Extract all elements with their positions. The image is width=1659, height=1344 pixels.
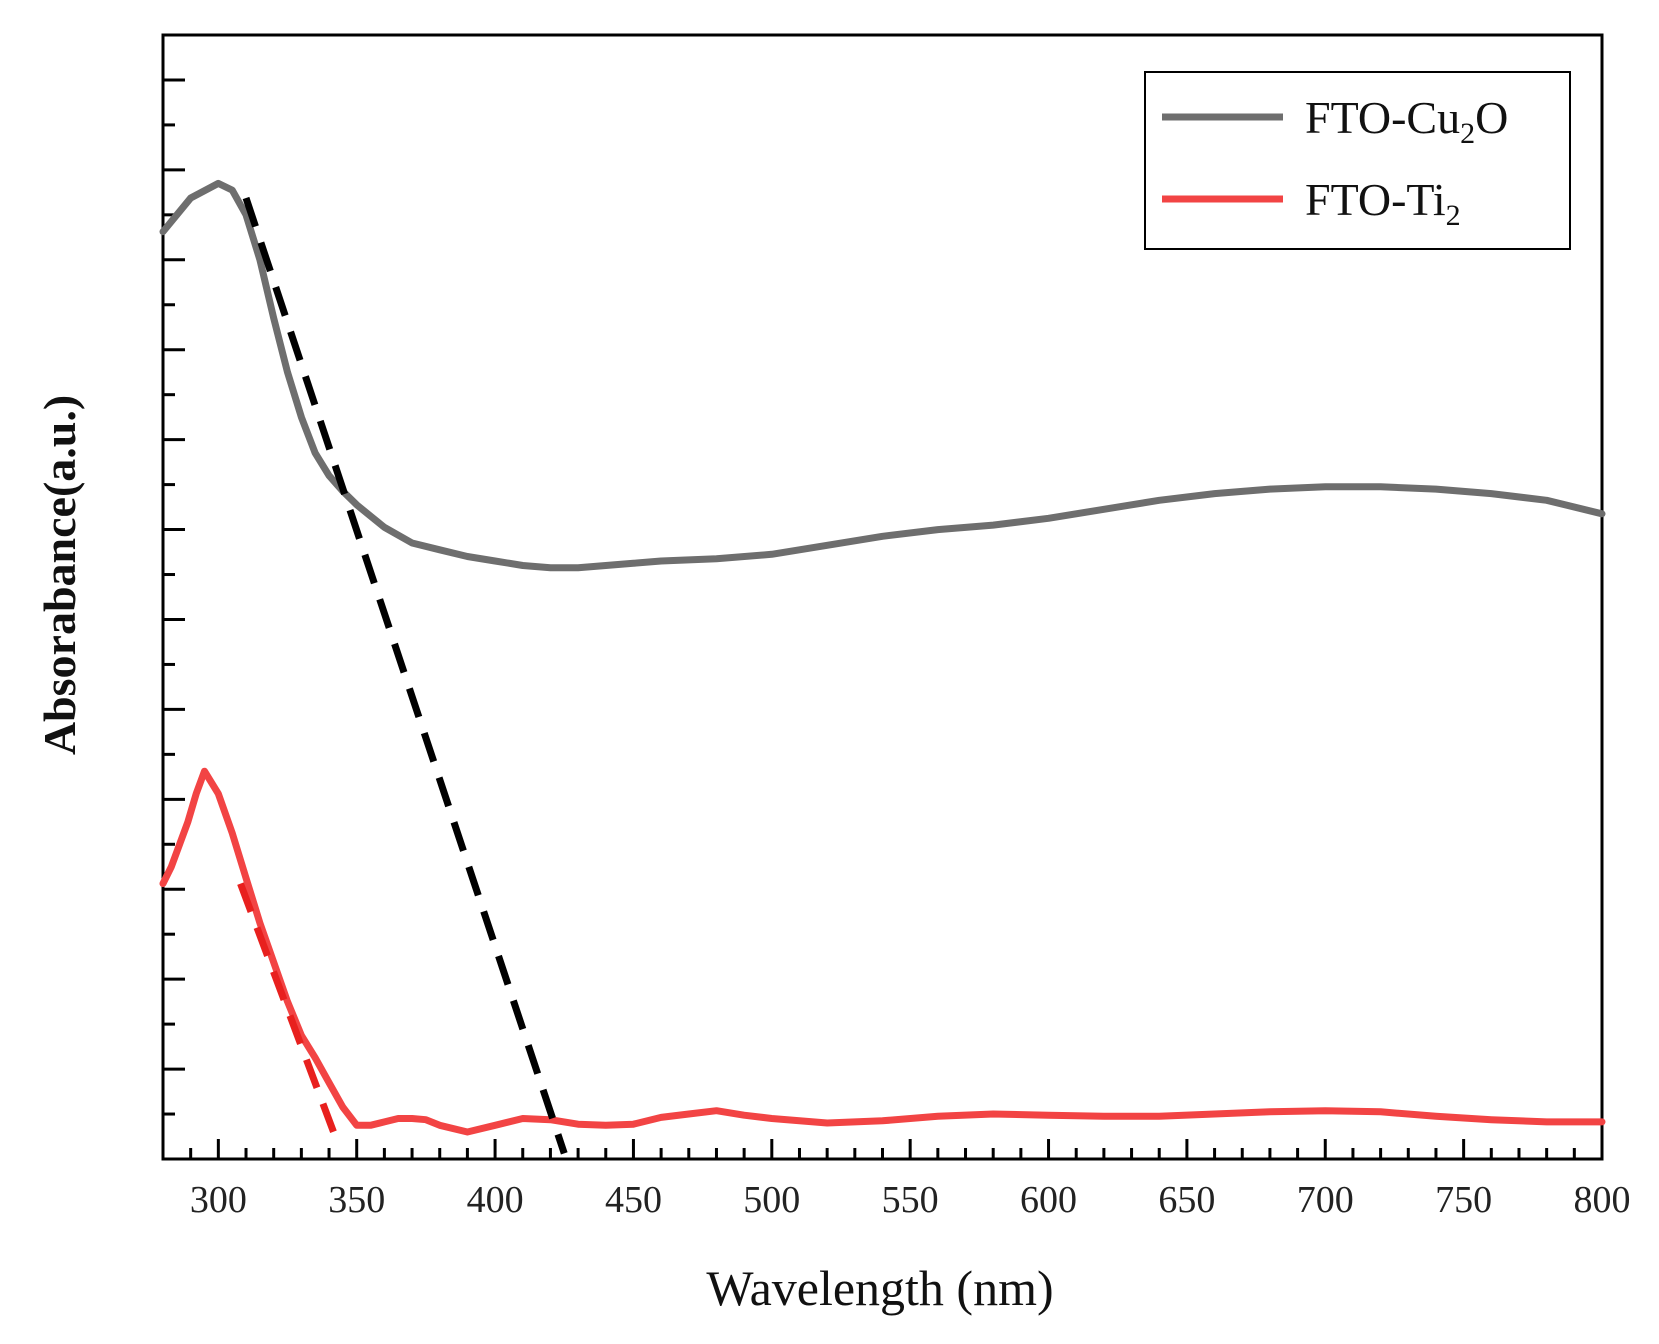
tangent-line-0	[242, 196, 568, 1155]
x-tick-label: 300	[190, 1179, 247, 1221]
x-tick-label: 650	[1158, 1179, 1215, 1221]
x-tick-label: 600	[1020, 1179, 1077, 1221]
legend: FTO-Cu2O FTO-Ti2	[1144, 71, 1571, 250]
x-axis-ticks: 300 350 400 450 500 550 600 650 700 750 800	[161, 1139, 1631, 1221]
x-tick-label: 350	[328, 1179, 385, 1221]
y-axis-title: Absorabance(a.u.)	[34, 395, 85, 755]
series-line-0	[159, 179, 1606, 572]
legend-box	[1144, 71, 1571, 250]
legend-label-tio2: FTO-Ti2	[1305, 174, 1461, 232]
x-tick-label: 400	[467, 1179, 524, 1221]
tangent-layer	[237, 196, 568, 1155]
x-tick-label: 500	[743, 1179, 800, 1221]
x-tick-label: 750	[1435, 1179, 1492, 1221]
plot-area: 300 350 400 450 500 550 600 650 700 750 800	[159, 33, 1631, 1221]
legend-label-cu2o: FTO-Cu2O	[1305, 92, 1508, 150]
x-tick-label: 550	[882, 1179, 939, 1221]
y-axis-ticks	[163, 78, 185, 1116]
series-line-1	[159, 767, 1606, 1136]
x-axis-title: Wavelength (nm)	[706, 1260, 1053, 1316]
series-layer	[159, 179, 1606, 1136]
x-tick-label: 450	[605, 1179, 662, 1221]
x-tick-label: 700	[1297, 1179, 1354, 1221]
x-tick-label: 800	[1574, 1179, 1631, 1221]
